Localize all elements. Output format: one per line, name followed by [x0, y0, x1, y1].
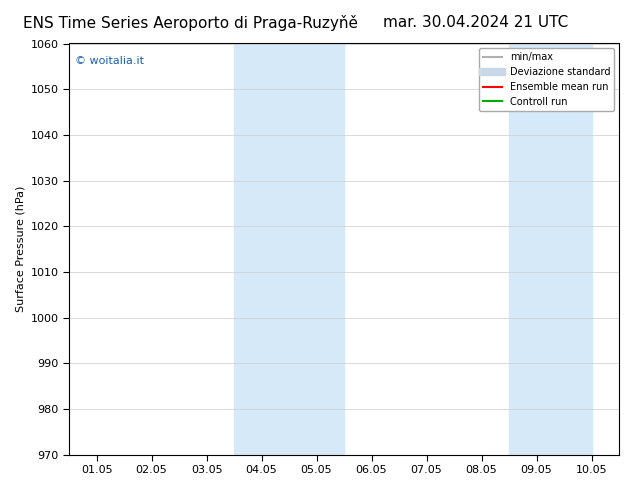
Y-axis label: Surface Pressure (hPa): Surface Pressure (hPa): [15, 186, 25, 312]
Text: ENS Time Series Aeroporto di Praga-Ruzyňě: ENS Time Series Aeroporto di Praga-Ruzyň…: [23, 15, 358, 31]
Text: mar. 30.04.2024 21 UTC: mar. 30.04.2024 21 UTC: [383, 15, 568, 30]
Text: © woitalia.it: © woitalia.it: [75, 56, 143, 66]
Bar: [234, 44, 344, 455]
Bar: [509, 44, 592, 455]
Legend: min/max, Deviazione standard, Ensemble mean run, Controll run: min/max, Deviazione standard, Ensemble m…: [479, 49, 614, 111]
